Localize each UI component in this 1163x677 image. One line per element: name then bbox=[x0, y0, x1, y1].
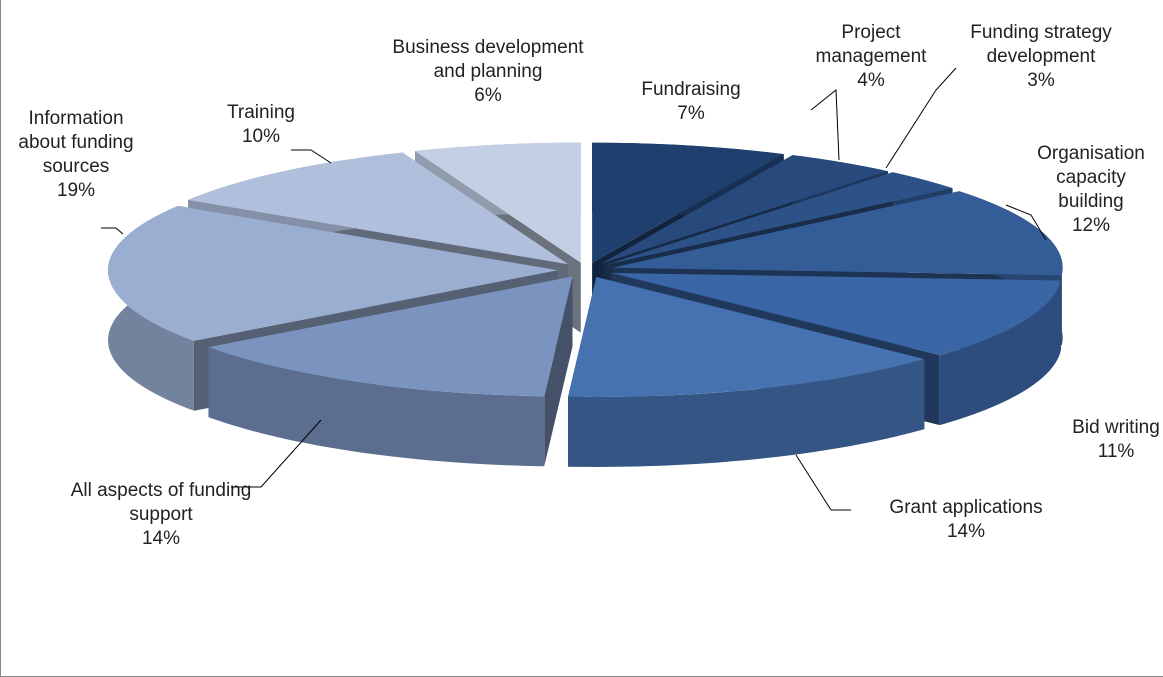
value-label: 14% bbox=[141, 528, 181, 549]
value-label: 14% bbox=[946, 521, 986, 542]
category-name: Bid writing bbox=[1072, 417, 1160, 438]
value-label: 4% bbox=[857, 70, 885, 91]
slice bbox=[208, 276, 573, 397]
slice-label: Funding strategy development 3% bbox=[951, 21, 1131, 93]
slice-label: Project management 4% bbox=[806, 21, 936, 93]
slice bbox=[568, 276, 925, 397]
value-label: 19% bbox=[56, 180, 96, 201]
category-name: Project management bbox=[815, 22, 927, 67]
category-name: Fundraising bbox=[641, 79, 741, 100]
slice-label: Business development and planning 6% bbox=[388, 36, 588, 108]
slice-label: Information about funding sources 19% bbox=[16, 107, 136, 203]
slice-label: All aspects of funding support 14% bbox=[66, 479, 256, 551]
slice bbox=[605, 172, 953, 265]
category-name: Business development and planning bbox=[392, 37, 584, 82]
slice-wall bbox=[208, 347, 545, 467]
slice bbox=[592, 142, 784, 263]
value-label: 3% bbox=[1027, 70, 1055, 91]
slice-wall bbox=[568, 359, 925, 467]
slice bbox=[188, 152, 569, 265]
value-label: 6% bbox=[474, 85, 502, 106]
leader-line bbox=[1005, 204, 1047, 241]
leader-line bbox=[231, 419, 322, 488]
value-label: 7% bbox=[677, 103, 705, 124]
slice bbox=[415, 142, 581, 263]
slice bbox=[612, 191, 1063, 276]
slice bbox=[611, 272, 1061, 356]
slice-label: Training 10% bbox=[211, 101, 311, 149]
leader-line bbox=[885, 67, 957, 169]
slice-label: Bid writing 11% bbox=[1056, 416, 1163, 464]
value-label: 12% bbox=[1071, 215, 1111, 236]
leader-line bbox=[810, 88, 840, 161]
category-name: Information about funding sources bbox=[18, 108, 134, 177]
leader-line bbox=[101, 227, 124, 235]
leader-line bbox=[795, 454, 851, 511]
slice-label: Organisation capacity building 12% bbox=[1031, 142, 1151, 238]
leader-line bbox=[291, 149, 332, 164]
value-label: 10% bbox=[241, 126, 281, 147]
category-name: Organisation capacity building bbox=[1037, 143, 1145, 212]
slice-label: Grant applications 14% bbox=[836, 496, 1096, 544]
value-label: 11% bbox=[1097, 441, 1135, 462]
category-name: All aspects of funding support bbox=[70, 480, 252, 525]
slice-wall bbox=[939, 280, 1061, 426]
category-name: Grant applications bbox=[889, 497, 1043, 518]
slice bbox=[601, 155, 888, 264]
slice-label: Fundraising 7% bbox=[616, 78, 766, 126]
category-name: Funding strategy development bbox=[970, 22, 1112, 67]
slice bbox=[108, 205, 559, 341]
category-name: Training bbox=[227, 102, 295, 123]
